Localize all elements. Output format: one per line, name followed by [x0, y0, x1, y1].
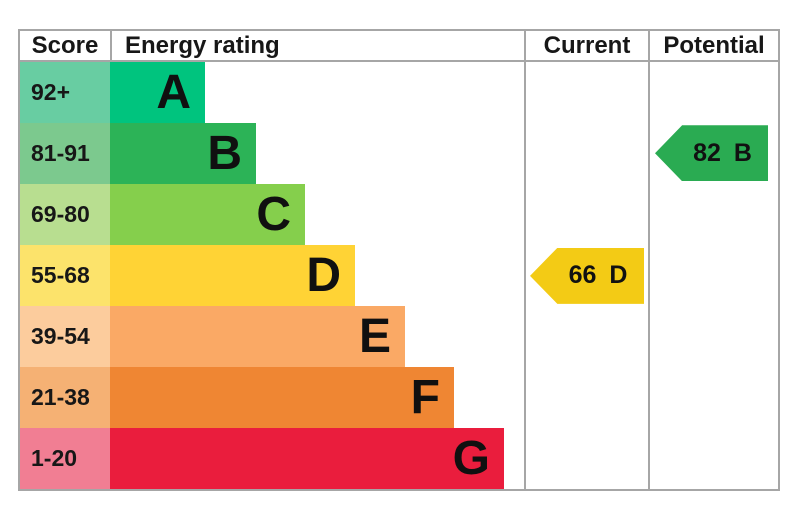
band-letter: E [358, 309, 391, 363]
potential-column-header: Potential [648, 31, 778, 60]
score-label: 39-54 [31, 323, 90, 349]
score-label: 92+ [31, 79, 71, 105]
score-cell: 69-80 [20, 184, 110, 245]
band-row: 69-80 C [20, 184, 524, 245]
energy-band-bar: B [110, 123, 256, 184]
score-cell: 92+ [20, 62, 110, 123]
score-cell: 21-38 [20, 367, 110, 428]
band-row: 39-54 E [20, 306, 524, 367]
energy-band-bar: C [110, 184, 305, 245]
band-letter: G [452, 431, 490, 485]
chart-body: 92+ A 81-91 B 69-80 C 55-68 D 39-54 [20, 62, 778, 489]
header-row: Score Energy rating Current Potential [20, 31, 778, 62]
current-column: 66 D [524, 62, 648, 489]
epc-rating-table: Score Energy rating Current Potential 92… [18, 29, 780, 491]
score-cell: 39-54 [20, 306, 110, 367]
current-column-header: Current [524, 31, 648, 60]
energy-band-bar: E [110, 306, 405, 367]
band-letter: F [410, 370, 440, 424]
band-letter: D [306, 248, 341, 302]
energy-bands: 92+ A 81-91 B 69-80 C 55-68 D 39-54 [20, 62, 524, 489]
band-row: 55-68 D [20, 245, 524, 306]
potential-rating-arrow: 82 B [655, 125, 768, 182]
band-row: 81-91 B [20, 123, 524, 184]
band-letter: A [156, 65, 191, 119]
energy-band-bar: G [110, 428, 504, 489]
band-row: 21-38 F [20, 367, 524, 428]
potential-band-letter: B [733, 138, 752, 167]
score-column-header: Score [31, 31, 99, 59]
energy-band-bar: D [110, 245, 355, 306]
score-label: 1-20 [31, 445, 78, 471]
band-row: 92+ A [20, 62, 524, 123]
score-label: 81-91 [31, 140, 90, 166]
score-label: 69-80 [31, 201, 90, 227]
energy-rating-column-header: Energy rating [110, 31, 524, 60]
energy-band-bar: A [110, 62, 205, 123]
potential-value: 82 [693, 138, 721, 167]
energy-band-bar: F [110, 367, 454, 428]
potential-column: 82 B [648, 62, 778, 489]
band-letter: C [256, 187, 291, 241]
score-cell: 55-68 [20, 245, 110, 306]
score-cell: 81-91 [20, 123, 110, 184]
score-cell: 1-20 [20, 428, 110, 489]
band-row: 1-20 G [20, 428, 524, 489]
current-value: 66 [568, 261, 597, 290]
score-label: 21-38 [31, 384, 90, 410]
score-label: 55-68 [31, 262, 90, 288]
current-rating-arrow: 66 D [530, 247, 644, 304]
current-band-letter: D [609, 261, 628, 290]
band-letter: B [207, 126, 242, 180]
